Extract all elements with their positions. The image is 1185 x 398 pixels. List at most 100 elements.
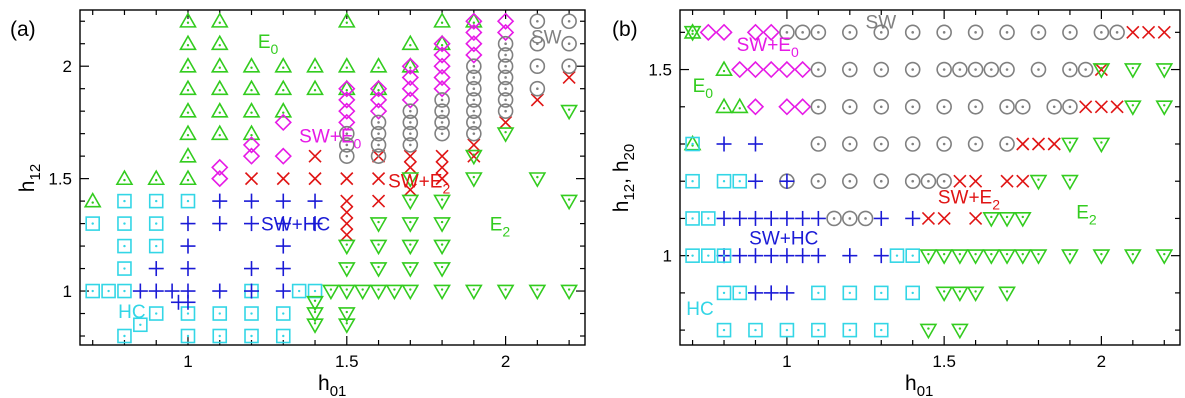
x-axis-label: h01 [905,372,933,398]
data-point-sw-e0 [699,23,717,41]
series-sw-e2 [921,25,1171,226]
data-point-e0 [210,34,229,51]
data-point-sw [466,114,482,131]
data-point-sw-e0 [401,91,419,109]
data-point-sw [920,173,937,190]
data-point-sw [967,61,984,78]
data-point-e2 [322,284,340,301]
data-point-sw [936,61,952,78]
data-point-sw-e2 [1031,137,1046,151]
series-sw-hc [132,193,323,310]
data-point-e2 [433,194,451,211]
data-point-hc [873,322,889,338]
data-point-sw [842,24,858,41]
data-point-e2 [369,239,388,256]
data-point-sw [370,114,387,131]
y-tick-label: 2 [63,57,72,76]
data-point-sw-e0 [338,102,356,120]
data-point-sw-hc [244,283,260,299]
data-point-sw-e0 [465,46,483,64]
data-point-hc [732,173,748,189]
data-point-e2 [1155,249,1174,265]
data-point-sw [967,98,984,115]
data-point-sw [497,92,514,108]
data-point-sw [999,136,1015,152]
data-point-e2 [1092,137,1111,154]
data-point-sw [936,24,952,41]
data-point-sw [1062,61,1078,78]
data-point-sw-e2 [1110,100,1124,114]
data-point-hc [101,283,116,299]
data-point-sw-e0 [496,23,515,42]
data-point-hc [716,322,732,338]
data-point-hc [811,322,826,338]
data-point-sw [952,61,968,78]
data-point-sw-hc [873,210,889,226]
data-point-sw [338,125,355,142]
data-point-sw [810,173,827,190]
data-point-e0 [210,12,229,28]
data-point-sw-hc [873,248,889,264]
data-point-e2 [1061,249,1079,265]
data-point-hc [716,173,732,189]
data-point-sw [402,103,419,119]
data-point-sw [999,24,1015,41]
data-point-hc [212,306,228,321]
data-point-sw-e0 [338,80,356,98]
data-point-e2 [369,262,388,278]
data-point-sw [873,24,890,41]
data-point-sw-e2 [969,211,983,226]
data-point-sw [983,61,1000,78]
data-point-hc [85,216,101,231]
data-point-e2 [433,284,451,301]
data-point-sw [904,98,921,115]
data-point-sw-e0 [778,98,796,116]
data-point-sw-hc [747,285,763,301]
x-tick-label: 1 [782,352,791,371]
data-point-sw-hc [212,216,228,232]
data-point-e2 [950,286,969,303]
region-label-sw-e2: SW+E2 [938,188,1000,213]
data-point-sw-e0 [401,68,419,87]
data-point-sw-e2 [1047,137,1061,151]
data-point-e0 [179,124,197,141]
data-point-sw [434,114,450,131]
data-point-sw-e0 [369,102,388,120]
data-point-sw [873,61,890,78]
data-point-e0 [179,79,197,96]
data-point-e2 [935,249,954,265]
data-point-sw-e2 [435,160,449,174]
data-point-sw [1062,98,1078,115]
data-point-sw-e0 [794,60,812,79]
data-point-hc [275,328,291,344]
data-point-hc [117,283,132,299]
data-point-sw [529,13,546,30]
data-point-sw [434,125,450,142]
data-point-sw-hc [779,210,795,226]
data-point-e0 [337,12,356,28]
data-point-sw [434,103,450,119]
data-point-sw-hc [779,285,795,301]
data-point-e0 [433,34,451,51]
data-point-sw-hc [810,248,826,264]
data-point-sw-e2 [403,149,417,163]
data-point-hc [85,283,101,299]
data-point-hc [685,173,700,189]
data-point-sw-hc [763,285,779,301]
data-point-sw-e2 [340,217,354,231]
data-point-sw-e0 [369,91,388,109]
data-point-hc [889,248,905,263]
panel-label: (a) [10,18,36,41]
x-tick-label: 2 [501,352,510,371]
series-sw-e0 [699,23,812,116]
plot-frame [79,9,586,346]
data-point-sw-e0 [465,12,483,30]
data-point-e0 [369,57,388,73]
data-point-e0 [179,57,197,73]
x-tick-label: 1.5 [932,352,956,371]
data-point-sw-hc [779,173,795,189]
data-point-sw-e0 [762,23,780,41]
data-point-e2 [560,194,578,211]
data-point-e2 [1092,63,1111,79]
data-point-e2 [950,323,969,340]
